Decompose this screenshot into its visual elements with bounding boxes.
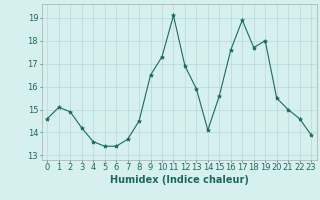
X-axis label: Humidex (Indice chaleur): Humidex (Indice chaleur) (110, 175, 249, 185)
